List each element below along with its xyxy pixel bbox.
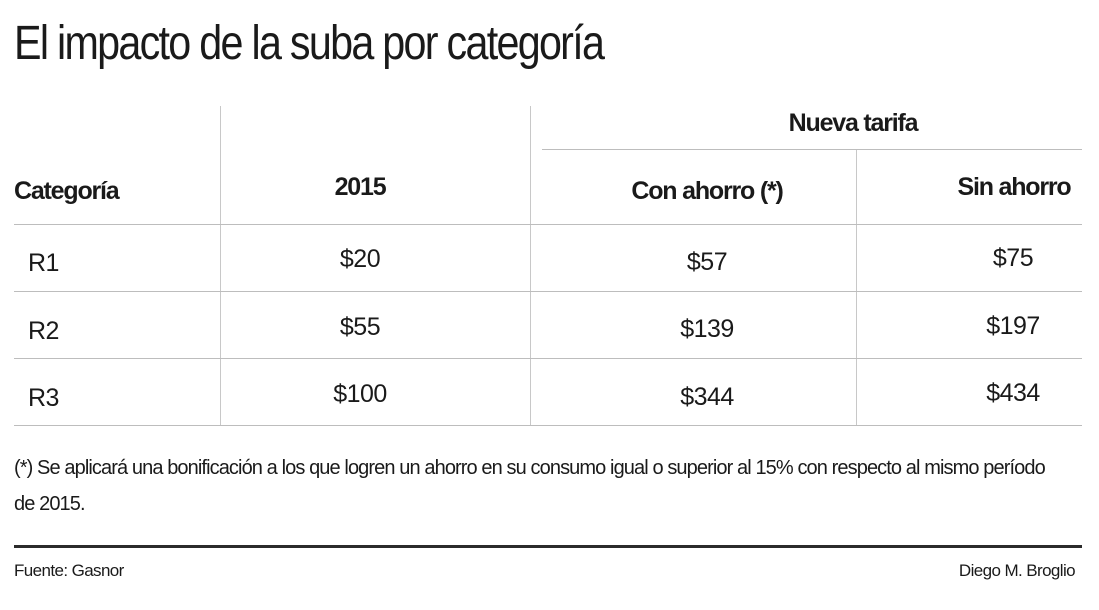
- table-cell-con-ahorro: $57: [686, 248, 728, 276]
- row-divider: [14, 291, 1082, 292]
- row-divider: [14, 358, 1082, 359]
- row-divider: [14, 425, 1082, 426]
- page-title: El impacto de la suba por categoría: [14, 17, 605, 70]
- column-divider: [530, 106, 531, 425]
- table-cell-sin-ahorro: $197: [986, 312, 1040, 340]
- table-cell-sin-ahorro: $434: [986, 379, 1040, 407]
- column-header-2015: 2015: [334, 173, 387, 201]
- group-header-nueva-tarifa: Nueva tarifa: [788, 109, 919, 137]
- table-cell-2015: $100: [333, 380, 387, 408]
- table-cell-2015: $20: [339, 245, 381, 273]
- footer-rule: [14, 545, 1082, 548]
- data-table: Nueva tarifa Categoría 2015 Con ahorro (…: [14, 100, 1082, 426]
- table-cell-2015: $55: [339, 313, 381, 341]
- table-cell-con-ahorro: $139: [680, 315, 734, 343]
- table-cell-category: R3: [28, 384, 59, 412]
- footnote: (*) Se aplicará una bonificación a los q…: [14, 457, 1046, 515]
- column-header-sin-ahorro: Sin ahorro: [957, 173, 1071, 201]
- column-header-con-ahorro: Con ahorro (*): [631, 177, 783, 205]
- row-divider: [14, 224, 1082, 225]
- table-cell-sin-ahorro: $75: [992, 244, 1034, 272]
- table-cell-category: R2: [28, 317, 59, 345]
- column-divider: [856, 150, 857, 425]
- column-header-categoria: Categoría: [14, 177, 120, 205]
- header-underline: [542, 149, 1082, 150]
- table-cell-category: R1: [28, 249, 59, 277]
- table-cell-con-ahorro: $344: [680, 383, 734, 411]
- author-credit: Diego M. Broglio: [958, 561, 1076, 580]
- column-divider: [220, 106, 221, 425]
- source-credit: Fuente: Gasnor: [14, 561, 124, 580]
